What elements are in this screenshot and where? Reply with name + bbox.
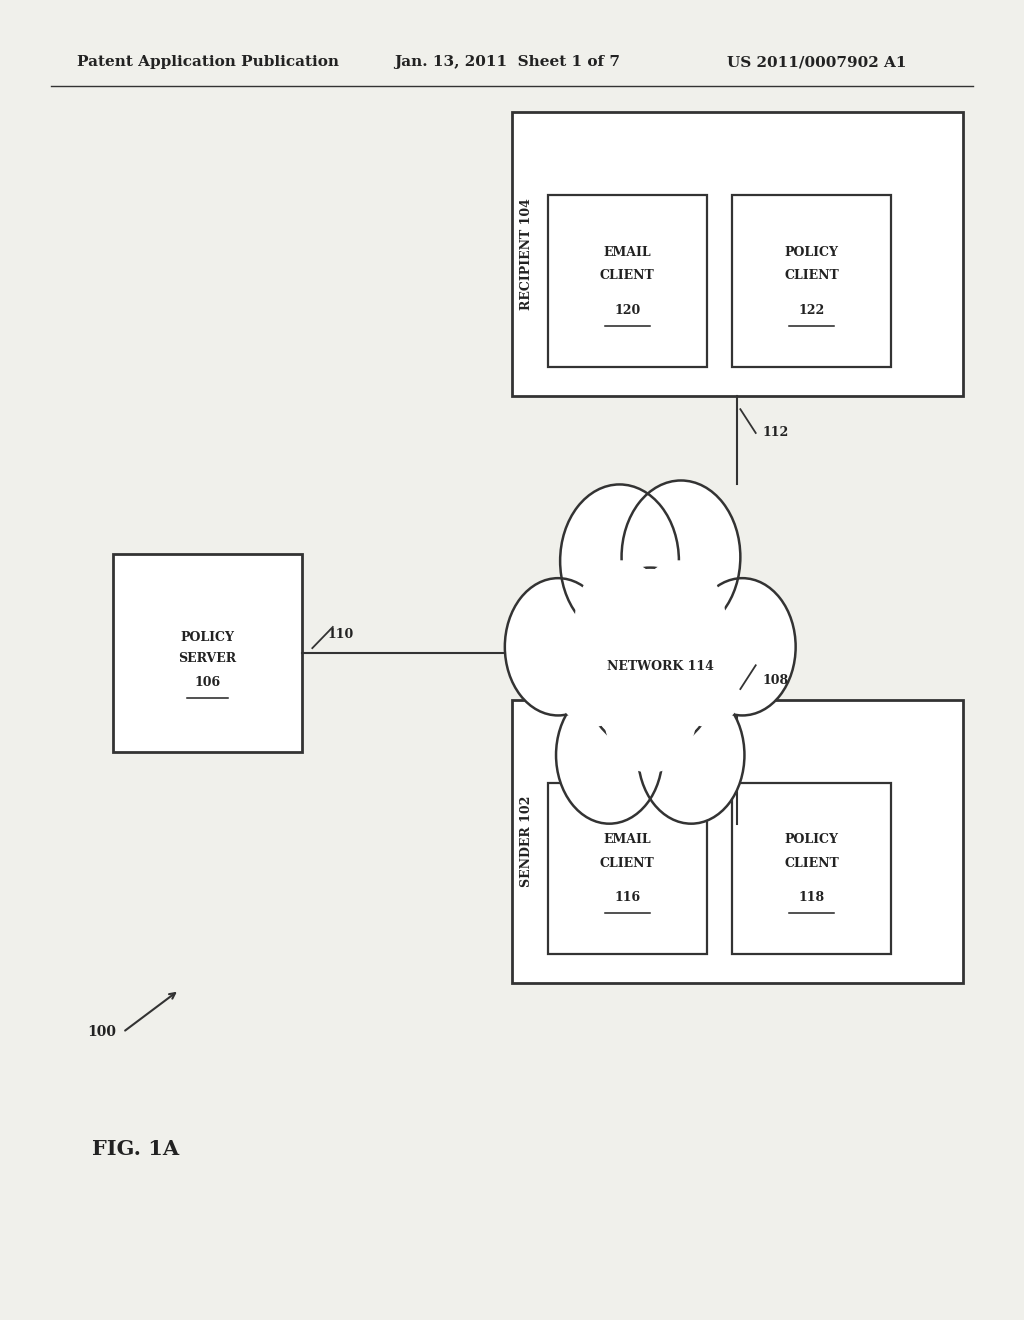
Text: CLIENT: CLIENT <box>784 857 839 870</box>
Bar <box>732 195 891 367</box>
Text: 110: 110 <box>328 627 354 640</box>
Text: EMAIL: EMAIL <box>603 246 651 259</box>
Circle shape <box>579 568 722 752</box>
Text: 116: 116 <box>614 891 640 904</box>
Text: CLIENT: CLIENT <box>784 269 839 282</box>
Text: 120: 120 <box>614 304 640 317</box>
Text: 112: 112 <box>763 425 790 438</box>
Bar <box>548 783 707 954</box>
Circle shape <box>622 480 740 634</box>
Circle shape <box>505 578 611 715</box>
Circle shape <box>575 561 668 680</box>
Text: POLICY: POLICY <box>784 246 839 259</box>
Text: POLICY: POLICY <box>784 833 839 846</box>
Bar <box>732 783 891 954</box>
Bar <box>548 195 707 367</box>
Text: 108: 108 <box>763 673 790 686</box>
Circle shape <box>553 620 635 726</box>
Circle shape <box>556 686 663 824</box>
Text: 106: 106 <box>195 676 220 689</box>
Circle shape <box>638 686 744 824</box>
Text: EMAIL: EMAIL <box>603 833 651 846</box>
Circle shape <box>666 620 748 726</box>
Bar <box>113 554 302 752</box>
Text: 122: 122 <box>799 304 824 317</box>
Text: US 2011/0007902 A1: US 2011/0007902 A1 <box>727 55 906 70</box>
Circle shape <box>633 561 725 680</box>
Text: CLIENT: CLIENT <box>600 857 654 870</box>
Text: RECIPIENT 104: RECIPIENT 104 <box>520 198 532 310</box>
Text: 118: 118 <box>799 891 824 904</box>
Bar <box>512 700 963 983</box>
Circle shape <box>604 653 696 772</box>
Text: NETWORK 114: NETWORK 114 <box>607 660 714 673</box>
Text: 100: 100 <box>87 1026 116 1039</box>
Text: POLICY: POLICY <box>180 631 234 644</box>
Text: Jan. 13, 2011  Sheet 1 of 7: Jan. 13, 2011 Sheet 1 of 7 <box>394 55 621 70</box>
Text: SERVER: SERVER <box>178 652 237 665</box>
Text: FIG. 1A: FIG. 1A <box>92 1139 179 1159</box>
Text: SENDER 102: SENDER 102 <box>520 796 532 887</box>
Circle shape <box>560 484 679 638</box>
Circle shape <box>581 570 720 750</box>
Circle shape <box>689 578 796 715</box>
Bar <box>512 112 963 396</box>
Text: CLIENT: CLIENT <box>600 269 654 282</box>
Text: Patent Application Publication: Patent Application Publication <box>77 55 339 70</box>
